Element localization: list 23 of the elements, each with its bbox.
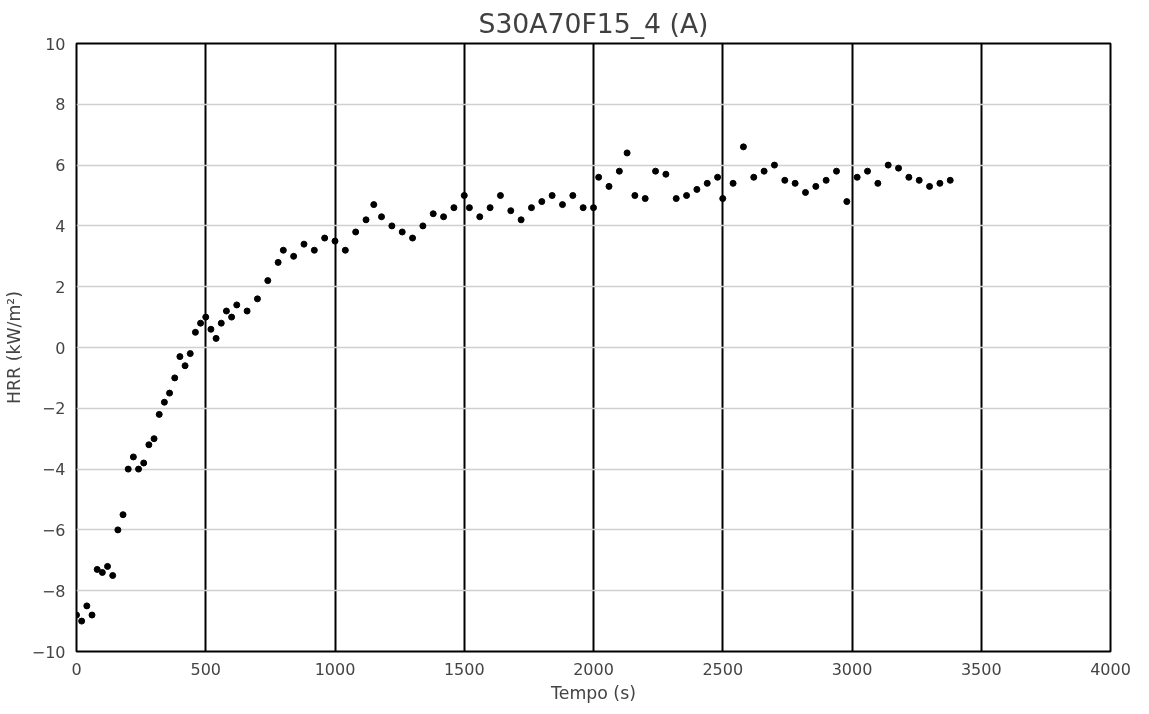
y-tick-label: 4 (55, 216, 66, 236)
x-tick-label: 3500 (960, 659, 1002, 679)
y-tick-label: 10 (45, 34, 66, 54)
y-tick-label: −10 (31, 642, 66, 662)
y-tick-label: 2 (55, 277, 66, 297)
x-tick-label: 1500 (443, 659, 485, 679)
y-tick-label: −8 (41, 581, 66, 601)
y-tick-label: −6 (41, 520, 66, 540)
x-tick-label: 1000 (314, 659, 356, 679)
y-tick-label: 0 (55, 338, 66, 358)
y-tick-label: −2 (41, 399, 66, 419)
x-tick-label: 2500 (702, 659, 744, 679)
y-tick-label: 6 (55, 156, 66, 176)
x-tick-label: 2000 (573, 659, 614, 679)
x-tick-label: 3000 (831, 659, 873, 679)
y-axis-title: HRR (kW/m²) (3, 291, 24, 404)
x-tick-label: 4000 (1090, 659, 1131, 679)
x-tick-label: 0 (71, 659, 82, 679)
y-tick-label: −4 (41, 460, 66, 480)
y-tick-label: 8 (55, 95, 66, 115)
x-tick-label: 500 (190, 659, 222, 679)
chart-title: S30A70F15_4 (A) (478, 7, 709, 39)
x-axis-title: Tempo (s) (550, 682, 636, 703)
